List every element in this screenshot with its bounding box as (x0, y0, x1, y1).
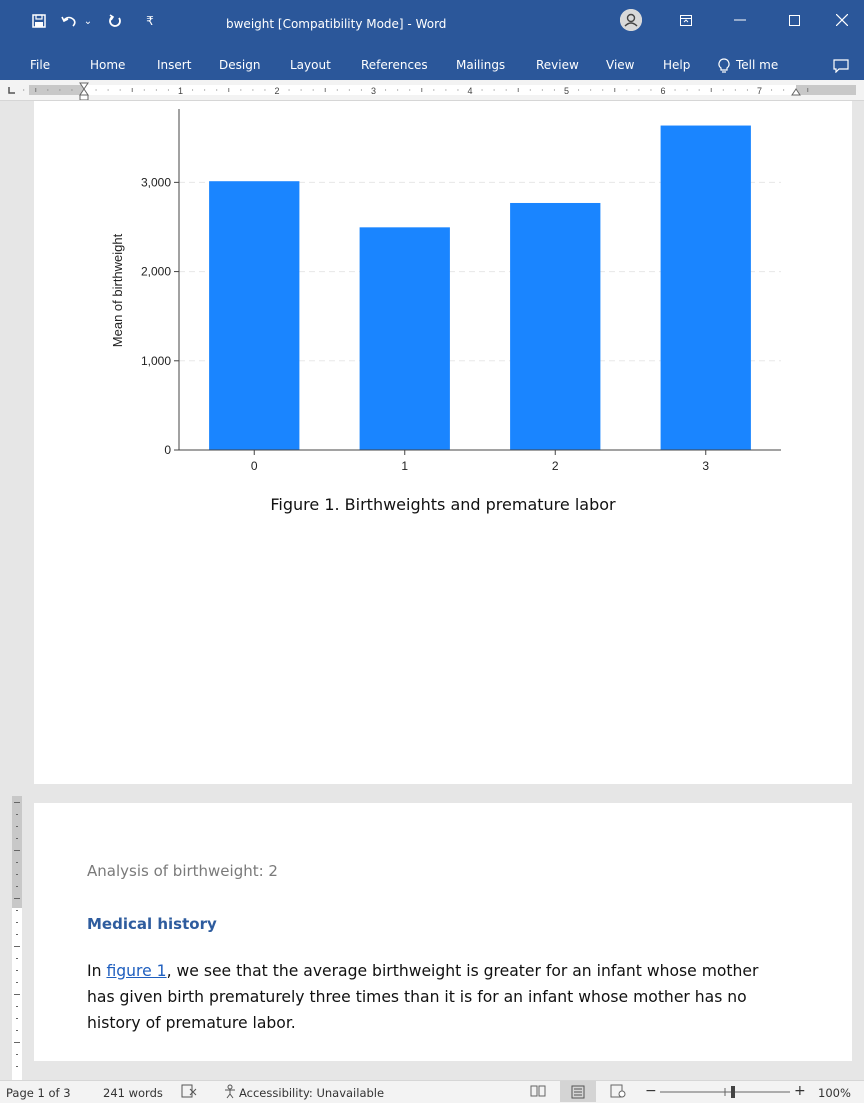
page-header: Analysis of birthweight: 2 (87, 862, 278, 880)
tab-help[interactable]: Help (663, 58, 691, 72)
x-tick-label: 0 (251, 459, 258, 473)
print-layout-icon[interactable] (560, 1081, 596, 1102)
x-tick-label: 1 (401, 459, 408, 473)
customize-icon[interactable]: ₹ (146, 14, 154, 28)
vertical-ruler[interactable] (0, 796, 26, 1080)
y-tick-label: 1,000 (141, 354, 171, 368)
ruler-number: 5 (564, 86, 569, 96)
read-mode-icon[interactable] (530, 1084, 546, 1101)
proofing-icon[interactable] (181, 1084, 197, 1101)
zoom-slider[interactable] (660, 1084, 790, 1100)
ruler-number: 4 (467, 86, 472, 96)
zoom-out-button[interactable]: − (645, 1083, 657, 1099)
tab-home[interactable]: Home (90, 58, 126, 72)
title-bar: ⌄ ₹ bweight [Compatibility Mode] - Word (0, 0, 864, 50)
x-tick-label: 2 (552, 459, 559, 473)
horizontal-ruler[interactable]: 1 2 3 4 5 6 7 (0, 80, 864, 101)
bar-chart: 0 1,000 2,000 3,000 0 1 2 3 Mean of birthweigh… (110, 109, 781, 473)
undo-icon[interactable] (58, 10, 80, 32)
status-bar: Page 1 of 3 241 words Accessibility: Una… (0, 1080, 864, 1103)
bar (209, 181, 300, 450)
ruler-number: 7 (757, 86, 762, 96)
account-avatar-icon[interactable] (620, 9, 642, 31)
bar (359, 227, 450, 450)
close-icon[interactable] (828, 8, 856, 32)
y-tick-label: 3,000 (141, 175, 171, 189)
comment-icon[interactable] (833, 50, 849, 80)
word-count[interactable]: 241 words (103, 1086, 163, 1100)
tab-mailings[interactable]: Mailings (456, 58, 506, 72)
redo-icon[interactable] (104, 10, 126, 32)
right-indent-marker-icon (791, 88, 801, 96)
body-text-after: , we see that the average birthweight is… (87, 962, 759, 1032)
y-tick-label: 2,000 (141, 265, 171, 279)
figure-link[interactable]: figure 1 (106, 962, 167, 980)
ruler-number: 2 (274, 86, 279, 96)
zoom-level[interactable]: 100% (818, 1086, 851, 1100)
page-count[interactable]: Page 1 of 3 (6, 1086, 71, 1100)
section-heading: Medical history (87, 915, 217, 933)
tab-insert[interactable]: Insert (157, 58, 192, 72)
y-tick-label: 0 (164, 443, 171, 457)
tab-design[interactable]: Design (219, 58, 261, 72)
ribbon-tabs: File Home Insert Design Layout Reference… (0, 50, 864, 80)
body-paragraph: In figure 1, we see that the average bir… (87, 958, 787, 1036)
window-title: bweight [Compatibility Mode] - Word (226, 17, 447, 31)
x-tick-label: 3 (702, 459, 709, 473)
save-icon[interactable] (26, 10, 52, 32)
body-text-before: In (87, 962, 107, 980)
accessibility-icon[interactable] (222, 1084, 238, 1102)
tab-references[interactable]: References (361, 58, 428, 72)
undo-dropdown-icon[interactable]: ⌄ (83, 15, 93, 27)
accessibility-status[interactable]: Accessibility: Unavailable (239, 1086, 385, 1100)
ruler-number: 3 (371, 86, 376, 96)
bar (510, 202, 601, 450)
tab-view[interactable]: View (606, 58, 635, 72)
tab-file[interactable]: File (30, 58, 51, 72)
tab-selector-icon (8, 87, 15, 94)
tab-layout[interactable]: Layout (290, 58, 331, 72)
tell-me-search[interactable]: Tell me (736, 58, 779, 72)
maximize-icon[interactable] (780, 8, 808, 32)
figure-caption: Figure 1. Birthweights and premature lab… (270, 495, 616, 514)
ruler-number: 6 (660, 86, 665, 96)
page-2: Analysis of birthweight: 2 Medical histo… (34, 803, 852, 1061)
ribbon-display-icon[interactable] (672, 8, 700, 32)
zoom-in-button[interactable]: + (794, 1083, 806, 1099)
ruler-number: 1 (178, 86, 183, 96)
lightbulb-icon (718, 50, 730, 80)
web-layout-icon[interactable] (610, 1084, 626, 1101)
tab-review[interactable]: Review (536, 58, 579, 72)
bar (660, 125, 751, 450)
y-axis-label: Mean of birthweight (110, 233, 125, 347)
minimize-icon[interactable] (726, 8, 754, 32)
